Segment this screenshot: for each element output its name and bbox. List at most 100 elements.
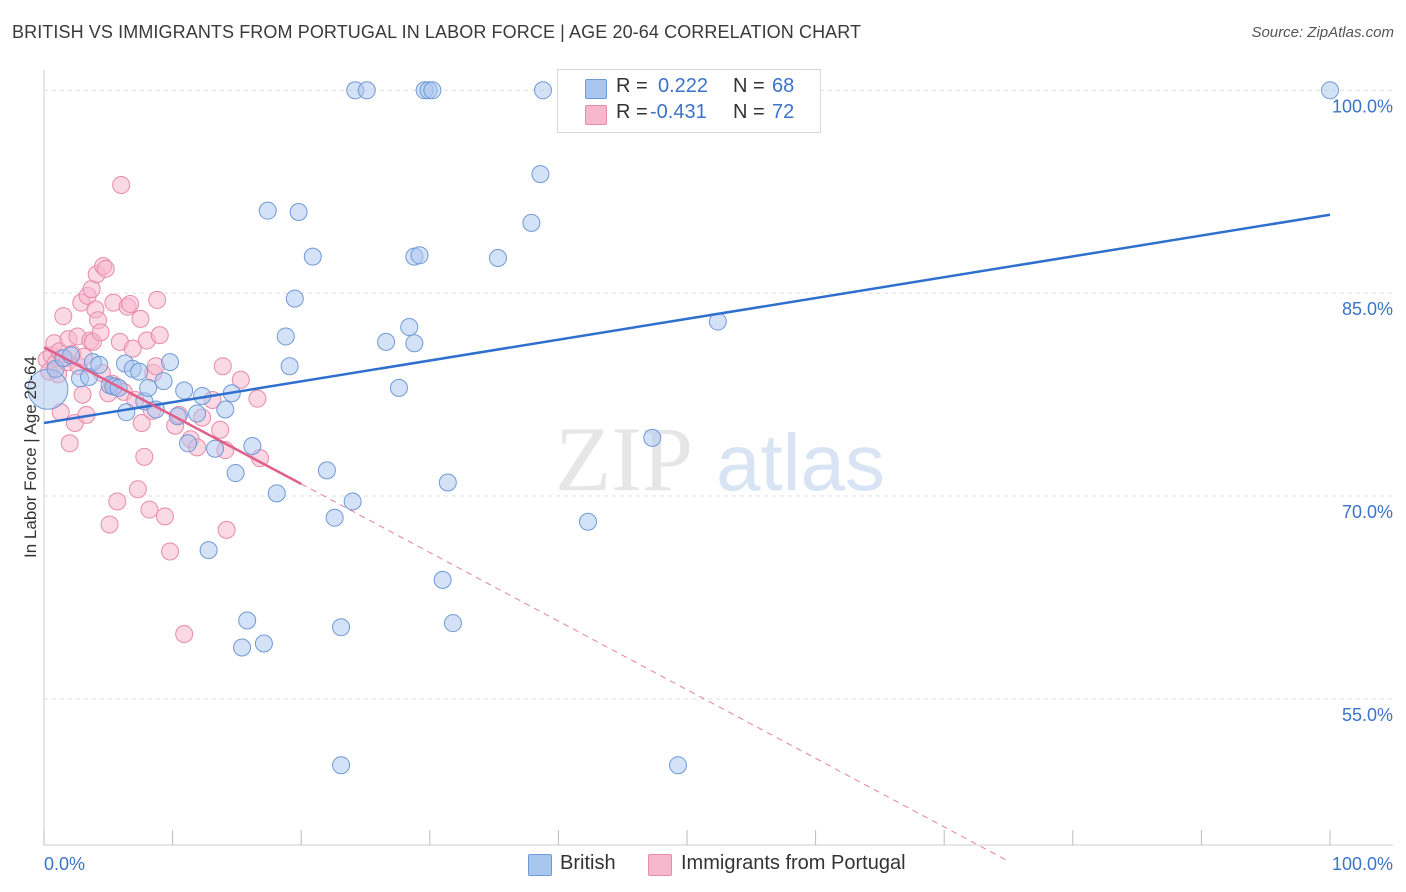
british-point: [400, 317, 419, 336]
british-point: [578, 512, 597, 531]
y-tick-label: 70.0%: [1342, 502, 1393, 522]
british-point: [280, 357, 299, 376]
british-point: [357, 81, 376, 100]
portugal-point: [175, 625, 194, 644]
portugal-point: [112, 175, 131, 194]
british-point: [258, 201, 277, 220]
british-point: [206, 439, 225, 458]
british-point: [317, 461, 336, 480]
portugal-point: [100, 515, 119, 534]
portugal-point: [248, 389, 267, 408]
portugal-point: [123, 339, 142, 358]
british-point: [377, 332, 396, 351]
british-point: [254, 634, 273, 653]
british-point: [343, 492, 362, 511]
portugal-point: [54, 307, 73, 326]
british-point: [161, 353, 180, 372]
portugal-point: [217, 520, 236, 539]
y-tick-labels: 55.0% 70.0% 85.0% 100.0%: [1332, 96, 1393, 725]
legend-r-label: R =: [616, 101, 648, 123]
british-point: [443, 614, 462, 633]
british-point: [226, 464, 245, 483]
british-point: [433, 570, 452, 589]
portugal-point: [148, 290, 167, 309]
british-point: [90, 355, 109, 374]
british-point: [175, 381, 194, 400]
portugal-point: [73, 385, 92, 404]
portugal-point: [135, 447, 154, 466]
british-point: [179, 434, 198, 453]
bottom-legend-british: British: [560, 852, 616, 874]
chart-title: BRITISH VS IMMIGRANTS FROM PORTUGAL IN L…: [12, 22, 862, 42]
legend-r-value: 0.222: [658, 75, 709, 97]
british-point: [643, 428, 662, 447]
british-point: [233, 638, 252, 657]
legend-swatch-british: [585, 79, 607, 99]
british-point: [267, 484, 286, 503]
british-point: [285, 289, 304, 308]
british-point: [325, 508, 344, 527]
portugal-point: [211, 420, 230, 439]
british-point: [303, 247, 322, 266]
legend-n-label: N =: [733, 75, 765, 97]
british-point: [488, 249, 507, 268]
british-point: [139, 378, 158, 397]
x-tick-labels: 0.0% 100.0%: [44, 854, 1393, 874]
british-point: [389, 378, 408, 397]
british-points: [27, 81, 1339, 775]
watermark-zip: ZIP: [555, 408, 693, 510]
y-tick-label: 55.0%: [1342, 705, 1393, 725]
portugal-point: [131, 309, 150, 328]
british-point: [199, 541, 218, 560]
portugal-trend-extension: [300, 483, 1009, 862]
bottom-legend-portugal: Immigrants from Portugal: [681, 852, 906, 874]
british-point: [405, 334, 424, 353]
portugal-point: [231, 370, 250, 389]
x-tick-label: 0.0%: [44, 854, 85, 874]
british-point: [668, 756, 687, 775]
correlation-legend: R = 0.222 N = 68 R = -0.431 N = 72: [557, 69, 821, 133]
portugal-point: [108, 492, 127, 511]
legend-r-value: -0.431: [650, 101, 707, 123]
watermark-atlas: atlas: [716, 418, 885, 507]
british-point: [531, 165, 550, 184]
y-axis-label: In Labor Force | Age 20-64: [21, 356, 40, 558]
british-point: [1321, 81, 1339, 100]
gridlines: [44, 89, 1393, 700]
axes: [43, 70, 1393, 846]
legend-n-label: N =: [733, 101, 765, 123]
british-point: [533, 81, 552, 100]
british-point: [522, 213, 541, 232]
british-point: [289, 203, 308, 222]
legend-r-label: R =: [616, 75, 648, 97]
british-point: [423, 81, 442, 100]
british-trend-line: [43, 213, 1331, 425]
source-credit: Source: ZipAtlas.com: [1251, 24, 1394, 41]
portugal-point: [161, 542, 180, 561]
british-point: [130, 362, 149, 381]
british-point: [332, 618, 351, 637]
bottom-legend-swatch-portugal: [648, 854, 672, 876]
british-point: [332, 756, 351, 775]
x-ticks: [43, 830, 1331, 845]
portugal-point: [96, 259, 115, 278]
british-point: [216, 400, 235, 419]
x-tick-label: 100.0%: [1332, 854, 1393, 874]
british-point: [410, 246, 429, 265]
portugal-point: [128, 480, 147, 499]
legend-n-value: 68: [772, 75, 795, 97]
portugal-point: [213, 357, 232, 376]
british-point: [238, 611, 257, 630]
portugal-point: [60, 434, 79, 453]
portugal-point: [91, 323, 110, 342]
british-point: [117, 403, 136, 422]
y-tick-label: 100.0%: [1332, 96, 1393, 116]
british-point: [276, 327, 295, 346]
portugal-point: [140, 500, 159, 519]
trend-lines: [43, 213, 1331, 862]
watermark: ZIP atlas: [555, 408, 885, 510]
portugal-trend-line: [43, 346, 302, 485]
y-tick-label: 85.0%: [1342, 299, 1393, 319]
british-point: [154, 372, 173, 391]
